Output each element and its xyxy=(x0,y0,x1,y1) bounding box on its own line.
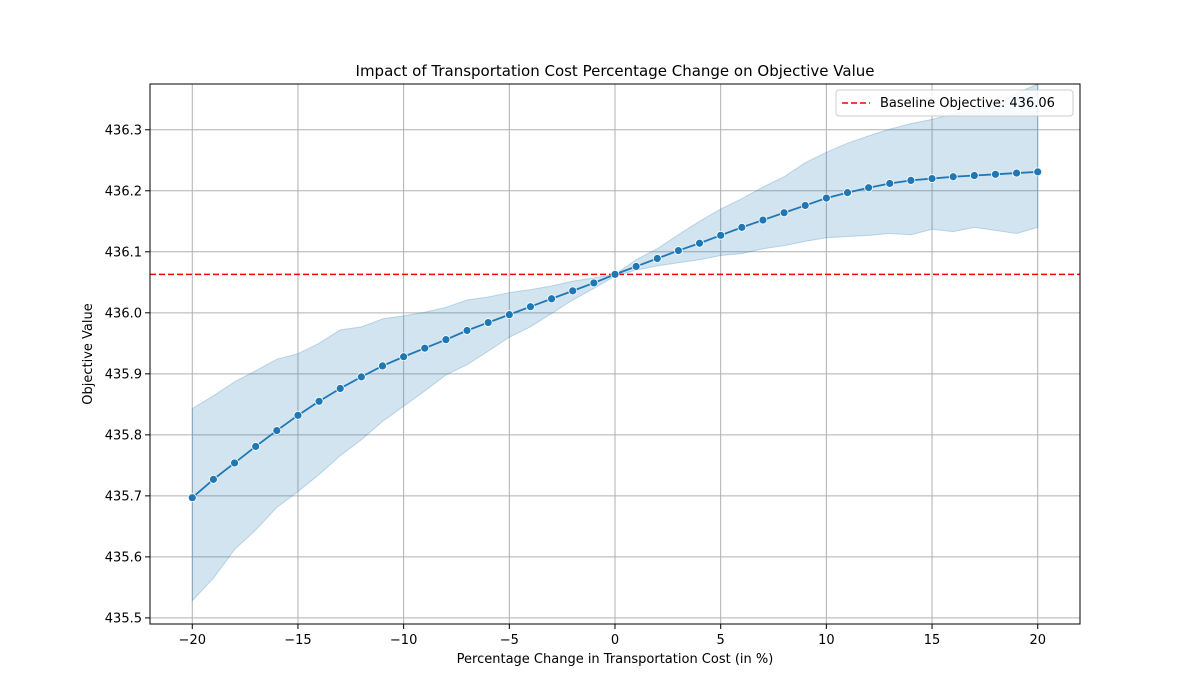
data-point xyxy=(230,458,239,468)
legend: Baseline Objective: 436.06 xyxy=(835,89,1074,117)
data-point xyxy=(526,302,535,312)
data-point xyxy=(821,193,831,203)
data-point xyxy=(187,493,197,503)
data-point xyxy=(441,335,451,345)
data-point xyxy=(991,169,1000,179)
data-point xyxy=(1033,167,1043,177)
data-point xyxy=(272,426,282,435)
data-point xyxy=(906,176,916,185)
confidence-band-layer xyxy=(191,84,1039,603)
y-tick-label: 435.7 xyxy=(105,489,142,504)
data-point xyxy=(399,352,409,362)
data-point xyxy=(251,442,261,451)
y-tick-label: 436.2 xyxy=(105,184,142,199)
data-point xyxy=(631,262,641,271)
data-point xyxy=(504,310,514,320)
data-point xyxy=(420,343,430,353)
data-point xyxy=(568,286,578,296)
y-tick-label: 436.0 xyxy=(105,306,142,321)
y-axis-ticks: 435.5 435.6 435.7 435.8 435.9 436.0 436.1 436.2… xyxy=(105,123,150,626)
data-point xyxy=(610,269,620,279)
data-point xyxy=(716,230,726,240)
data-point xyxy=(695,238,704,248)
data-point xyxy=(779,208,789,218)
x-tick-label: −10 xyxy=(390,633,417,648)
data-point xyxy=(737,222,747,232)
data-point xyxy=(800,201,810,210)
data-point xyxy=(589,278,599,288)
data-point xyxy=(843,188,852,198)
x-tick-label: 0 xyxy=(611,633,619,648)
x-tick-label: −5 xyxy=(500,633,519,648)
data-point xyxy=(314,396,324,406)
confidence-band xyxy=(191,84,1039,603)
y-axis-label: Objective Value xyxy=(81,303,96,404)
chart-title: Impact of Transportation Cost Percentage… xyxy=(356,62,875,80)
data-point xyxy=(209,474,218,484)
data-point xyxy=(462,326,472,335)
y-tick-label: 436.1 xyxy=(105,245,142,260)
data-point xyxy=(483,318,493,327)
data-point xyxy=(969,171,979,180)
series-layer xyxy=(187,167,1043,503)
x-tick-label: −20 xyxy=(179,633,206,648)
data-point xyxy=(674,246,683,255)
y-tick-label: 435.6 xyxy=(105,550,142,565)
x-tick-label: 5 xyxy=(717,633,725,648)
y-tick-label: 435.5 xyxy=(105,611,142,626)
data-point xyxy=(652,254,662,263)
x-tick-label: 15 xyxy=(924,633,941,648)
data-point xyxy=(864,183,874,193)
data-point xyxy=(335,384,345,393)
y-tick-label: 435.8 xyxy=(105,428,142,443)
x-axis-label: Percentage Change in Transportation Cost… xyxy=(457,652,774,667)
data-point xyxy=(758,215,768,225)
data-point xyxy=(885,179,895,188)
data-point xyxy=(948,172,958,182)
legend-baseline-label: Baseline Objective: 436.06 xyxy=(880,96,1055,111)
y-tick-label: 436.3 xyxy=(105,123,142,138)
legend-box xyxy=(835,89,1074,117)
data-point xyxy=(356,372,366,382)
x-tick-label: −15 xyxy=(284,633,311,648)
data-point xyxy=(1012,168,1021,178)
data-point xyxy=(378,361,387,371)
data-point xyxy=(927,174,937,183)
y-tick-label: 435.9 xyxy=(105,367,142,382)
x-tick-label: 10 xyxy=(818,633,835,648)
x-axis-ticks: −20 −15 −10 −5 0 5 10 15 20 xyxy=(179,624,1046,648)
data-point xyxy=(293,410,303,420)
x-tick-label: 20 xyxy=(1029,633,1046,648)
data-point xyxy=(547,294,556,304)
